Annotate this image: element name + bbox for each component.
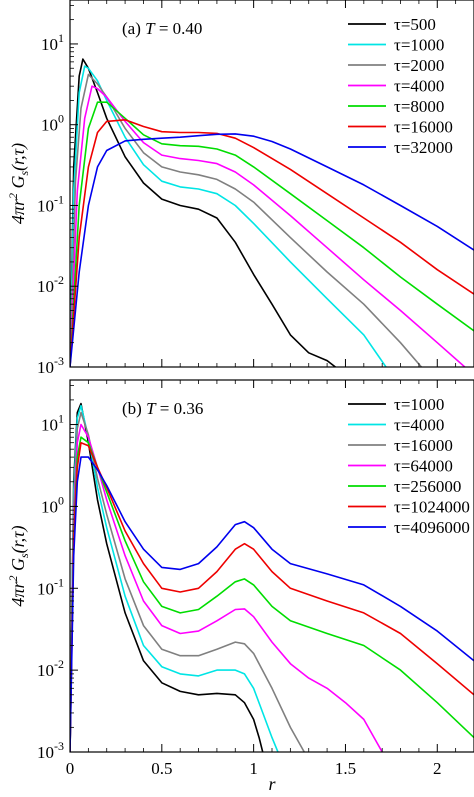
series-line-2	[70, 411, 306, 752]
x-tick-label: 0	[66, 759, 75, 778]
y-tick-label: 101	[41, 31, 64, 54]
legend-label: τ=256000	[394, 477, 461, 496]
legend-label: τ=4000	[394, 416, 444, 435]
y-tick-label-base: 10	[37, 277, 54, 296]
y-axis-label-part: s	[17, 171, 31, 176]
series-line-1	[70, 404, 279, 752]
legend-label: τ=1024000	[394, 498, 470, 517]
y-tick-label: 100	[41, 112, 64, 135]
y-tick-label-exponent: -3	[54, 354, 64, 368]
x-tick-label: 0.5	[151, 759, 172, 778]
y-tick-label-base: 10	[37, 743, 54, 762]
legend-label: τ=16000	[394, 118, 453, 137]
y-tick-label: 10-3	[37, 739, 64, 762]
y-tick-label: 10-1	[37, 575, 64, 598]
y-tick-label-exponent: 0	[58, 493, 64, 507]
y-axis-label: 4πr2 Gs(r,τ)	[6, 525, 31, 606]
y-axis-label-part: 4πr	[8, 198, 28, 224]
y-tick-label: 10-2	[37, 657, 64, 680]
panel-label-letter: (a)	[122, 19, 145, 38]
series-line-1	[70, 65, 387, 367]
y-tick-label: 10-2	[37, 273, 64, 296]
series-line-6	[70, 456, 474, 752]
y-tick-label-exponent: -2	[54, 657, 64, 671]
y-tick-label-base: 10	[37, 196, 54, 215]
x-tick-label: 1.5	[335, 759, 356, 778]
y-tick-label-base: 10	[41, 497, 58, 516]
series-line-4	[70, 436, 474, 752]
series-line-0	[70, 58, 337, 367]
y-axis-label-part: s	[17, 553, 31, 558]
panel-label: (b) T = 0.36	[122, 399, 203, 418]
y-tick-label: 10-3	[37, 354, 64, 377]
series-line-3	[70, 423, 383, 752]
series-line-0	[70, 402, 264, 752]
x-ticks	[69, 0, 474, 367]
y-tick-label-exponent: -2	[54, 273, 64, 287]
series-lines	[70, 402, 474, 752]
series-line-4	[70, 101, 474, 367]
series-line-5	[70, 119, 474, 367]
y-ticks	[70, 5, 78, 368]
legend-label: τ=1000	[394, 36, 444, 55]
y-tick-label-exponent: -1	[54, 575, 64, 589]
legend-label: τ=32000	[394, 138, 453, 157]
legend-label: τ=4000	[394, 77, 444, 96]
legend-label: τ=64000	[394, 457, 453, 476]
y-axis-label-part: 2	[6, 576, 20, 582]
temperature-value: = 0.40	[155, 19, 203, 38]
y-tick-label-base: 10	[37, 579, 54, 598]
x-tick-label: 1	[249, 759, 258, 778]
y-tick-label-base: 10	[41, 416, 58, 435]
series-lines	[70, 58, 474, 367]
x-ticks	[69, 380, 474, 752]
y-axis-label-part: (r,τ)	[8, 525, 29, 553]
y-tick-label-exponent: -3	[54, 739, 64, 753]
y-tick-label-exponent: 0	[58, 112, 64, 126]
y-axis-label-part: (r,τ)	[8, 143, 29, 171]
temperature-value: = 0.36	[156, 399, 204, 418]
y-tick-label-base: 10	[41, 116, 58, 135]
y-tick-label-base: 10	[41, 35, 58, 54]
y-tick-label: 10-1	[37, 192, 64, 215]
y-ticks	[70, 385, 78, 753]
panel-label: (a) T = 0.40	[122, 19, 202, 38]
y-tick-label: 101	[41, 412, 64, 435]
y-tick-label-base: 10	[37, 661, 54, 680]
legend-label: τ=8000	[394, 97, 444, 116]
temperature-symbol: T	[146, 399, 157, 418]
legend-label: τ=2000	[394, 56, 444, 75]
y-axis-label-part: G	[8, 176, 28, 194]
legend-label: τ=4096000	[394, 518, 470, 537]
y-axis-label: 4πr2 Gs(r,τ)	[6, 143, 31, 224]
y-axis-label-part: 2	[6, 193, 20, 199]
y-tick-label-base: 10	[37, 358, 54, 377]
x-axis-label: r	[268, 774, 276, 794]
temperature-symbol: T	[145, 19, 156, 38]
legend-label: τ=1000	[394, 395, 444, 414]
y-axis-label-part: G	[8, 558, 28, 576]
x-tick-labels: 0 0.5 1 1.5 2	[66, 759, 442, 778]
series-line-2	[70, 73, 423, 367]
x-tick-label: 2	[433, 759, 442, 778]
series-line-6	[70, 133, 474, 367]
panel-label-letter: (b)	[122, 399, 146, 418]
y-tick-label-exponent: -1	[54, 192, 64, 206]
y-tick-label: 100	[41, 493, 64, 516]
y-tick-label-exponent: 1	[58, 412, 64, 426]
y-tick-label-exponent: 1	[58, 31, 64, 45]
legend-label: τ=500	[394, 15, 436, 34]
legend-label: τ=16000	[394, 436, 453, 455]
y-axis-label-part: 4πr	[8, 581, 28, 607]
series-line-5	[70, 441, 474, 752]
series-line-3	[70, 85, 466, 367]
